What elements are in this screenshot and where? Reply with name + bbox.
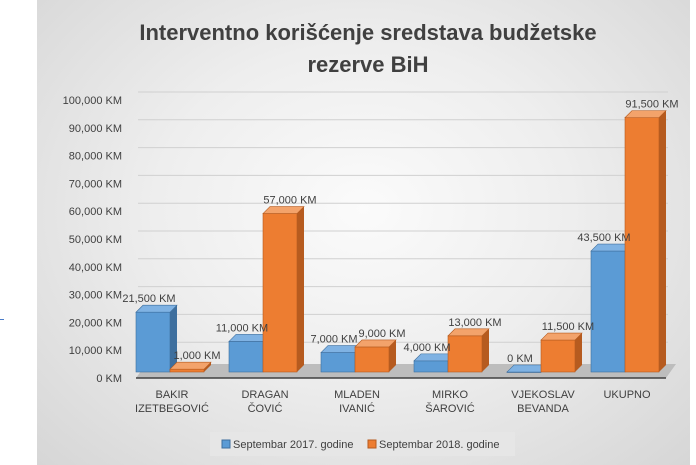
x-category-label: UKUPNO [603,389,651,401]
bar-front [590,250,626,373]
chart-title-line-2: rezerve BiH [307,52,428,77]
data-label: 43,500 KM [577,232,630,244]
x-category-label: IVANIĆ [339,402,375,415]
chart-area [37,0,690,465]
bar-front [354,346,390,373]
bar-front [135,311,171,373]
bar-top [354,339,397,348]
bar-side [297,206,304,372]
bar-2018 [354,339,397,373]
bar-top [262,206,305,214]
y-tick-label: 50,000 KM [69,234,122,246]
bar-side [389,339,396,372]
y-tick-label: 40,000 KM [69,262,122,274]
y-tick-label: 60,000 KM [69,206,122,218]
legend-swatch [221,439,231,449]
bar-top [447,328,490,337]
chart-title-line-1: Interventno korišćenje sredstava budžets… [139,20,596,45]
y-tick-label: 30,000 KM [69,290,122,302]
y-tick-label: 100,000 KM [63,95,122,107]
data-label: 4,000 KM [403,342,450,354]
bar-top [135,304,178,313]
legend-label: Septembar 2018. godine [379,439,499,451]
bar-front [228,341,264,373]
legend-swatch [367,439,377,449]
bar-side [204,362,211,372]
x-category-label: DRAGAN [241,389,288,401]
data-label: 91,500 KM [625,99,678,111]
x-category-label: VJEKOSLAV [511,389,575,401]
bar-front [169,368,205,373]
y-tick-label: 80,000 KM [69,151,122,163]
bar-top [624,110,667,118]
bar-front [540,339,576,373]
bar-front [447,335,483,373]
bar-top [169,361,212,370]
y-tick-label: 90,000 KM [69,123,122,135]
bar-2017 [135,304,178,373]
y-tick-label: 10,000 KM [69,345,122,357]
bar-2018 [447,328,490,373]
bar-top [540,332,583,341]
bar-front [624,117,660,373]
x-category-label: MLADEN [334,389,380,401]
data-label: 11,500 KM [542,321,594,333]
x-category-label: ŠAROVIĆ [425,402,475,415]
bar-front [413,360,449,373]
data-label: 57,000 KM [263,195,316,207]
decorative-dash [0,319,4,320]
bar-side [659,110,666,372]
bar-2018 [540,332,583,373]
x-category-label: MIRKO [432,389,469,401]
data-label: 11,000 KM [216,322,268,334]
y-tick-label: 0 KM [96,373,122,385]
y-tick-label: 20,000 KM [69,317,122,329]
data-label: 13,000 KM [448,317,501,329]
data-label: 21,500 KM [122,293,175,305]
data-label: 1,000 KM [173,350,220,362]
x-category-label: BEVANDA [517,403,569,415]
bar-front [262,213,298,373]
data-label: 9,000 KM [358,328,405,340]
x-category-label: ČOVIĆ [248,402,283,415]
bar-2018 [262,206,305,373]
bar-side [575,333,582,372]
bar-2018 [169,361,212,373]
bar-side [170,305,177,372]
y-tick-label: 70,000 KM [69,178,122,190]
bar-side [482,328,489,372]
bar-front [320,352,356,373]
data-label: 7,000 KM [310,334,357,346]
legend-label: Septembar 2017. godine [233,439,353,451]
legend-box [210,432,515,456]
bar-2018 [624,110,667,373]
x-category-label: IZETBEGOVIĆ [135,402,209,415]
x-category-label: BAKIR [155,389,188,401]
data-label: 0 KM [507,353,533,365]
